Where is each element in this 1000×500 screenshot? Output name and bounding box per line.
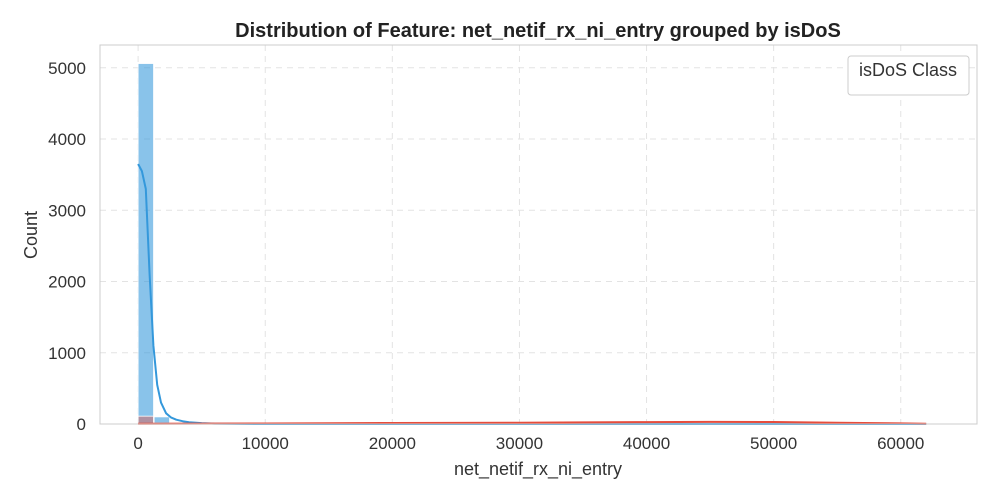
x-tick-label: 50000 bbox=[750, 434, 797, 453]
y-tick-label: 0 bbox=[77, 415, 86, 434]
y-tick-label: 1000 bbox=[48, 344, 86, 363]
kde-line bbox=[138, 420, 927, 425]
y-tick-label: 2000 bbox=[48, 273, 86, 292]
legend: isDoS Class bbox=[847, 55, 970, 96]
kde-curves bbox=[137, 163, 927, 425]
y-ticks: 0 1000 2000 3000 4000 5000 bbox=[48, 59, 86, 434]
histogram-bar bbox=[137, 63, 154, 425]
grid bbox=[100, 45, 977, 425]
kde-line bbox=[137, 163, 927, 425]
x-tick-label: 0 bbox=[133, 434, 142, 453]
legend-box bbox=[847, 55, 970, 96]
x-tick-label: 20000 bbox=[369, 434, 416, 453]
y-axis-label: Count bbox=[21, 211, 41, 259]
x-axis-label: net_netif_rx_ni_entry bbox=[454, 459, 622, 480]
plot-frame bbox=[99, 44, 978, 425]
x-ticks: 0 10000 20000 30000 40000 50000 60000 bbox=[133, 434, 924, 453]
legend-title: isDoS Class bbox=[859, 60, 957, 80]
y-tick-label: 4000 bbox=[48, 130, 86, 149]
x-tick-label: 60000 bbox=[877, 434, 924, 453]
x-tick-label: 30000 bbox=[496, 434, 543, 453]
x-tick-label: 10000 bbox=[242, 434, 289, 453]
chart-title: Distribution of Feature: net_netif_rx_ni… bbox=[235, 20, 841, 42]
y-tick-label: 3000 bbox=[48, 201, 86, 220]
x-tick-label: 40000 bbox=[623, 434, 670, 453]
y-tick-label: 5000 bbox=[48, 59, 86, 78]
